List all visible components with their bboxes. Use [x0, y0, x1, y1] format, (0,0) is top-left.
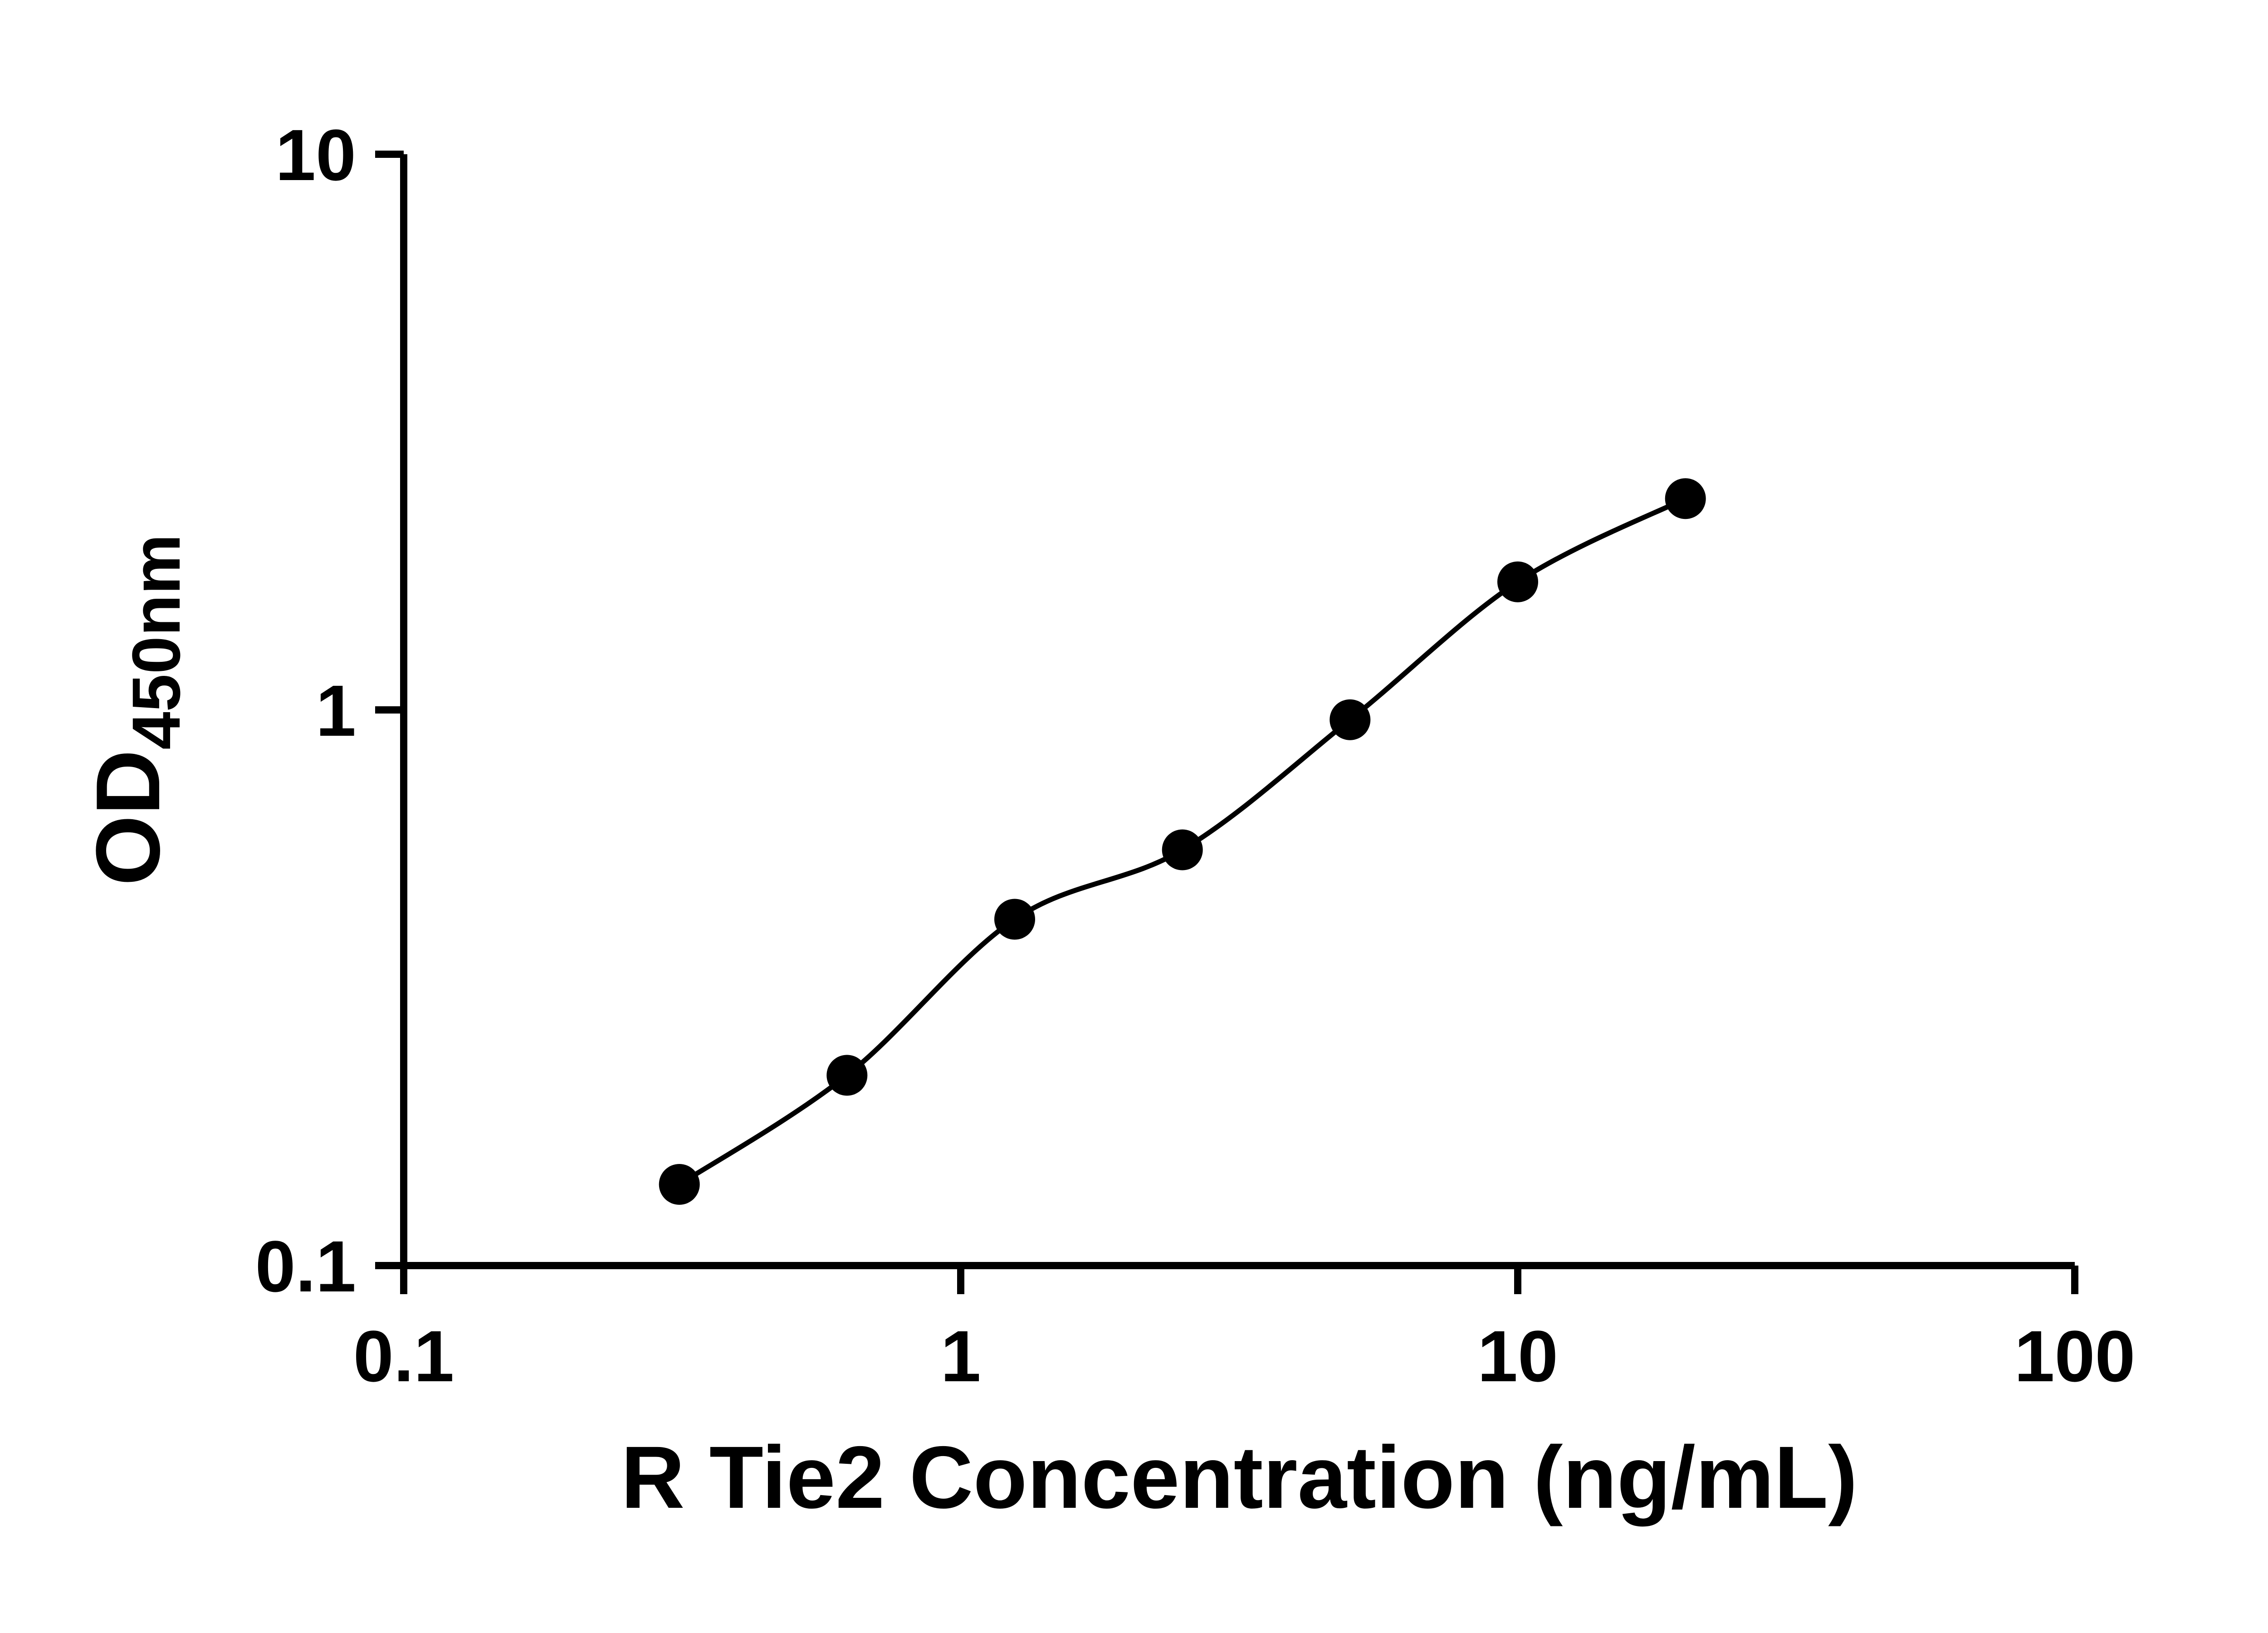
data-point: [1330, 699, 1371, 740]
data-point: [1162, 829, 1203, 870]
x-tick-label: 1: [941, 1315, 981, 1397]
y-tick-label: 10: [275, 114, 356, 196]
x-tick-label: 0.1: [353, 1315, 454, 1397]
y-tick-label: 0.1: [255, 1226, 356, 1307]
y-tick-label: 1: [316, 670, 356, 751]
data-point: [826, 1055, 868, 1096]
data-point: [1497, 561, 1538, 602]
x-tick-label: 10: [1477, 1315, 1558, 1397]
axis-lines: [400, 154, 2075, 1269]
data-point: [659, 1164, 700, 1205]
data-point: [1665, 478, 1706, 519]
x-tick-label: 100: [2014, 1315, 2136, 1397]
y-axis-title-sub: 450nm: [118, 534, 194, 750]
data-point: [994, 899, 1035, 940]
x-axis-title-text: R Tie2 Concentration (ng/mL): [621, 1428, 1858, 1527]
y-axis-title: OD450nm: [78, 534, 194, 885]
y-axis-title-main: OD: [78, 749, 179, 886]
x-axis-title: R Tie2 Concentration (ng/mL): [621, 1429, 1857, 1526]
